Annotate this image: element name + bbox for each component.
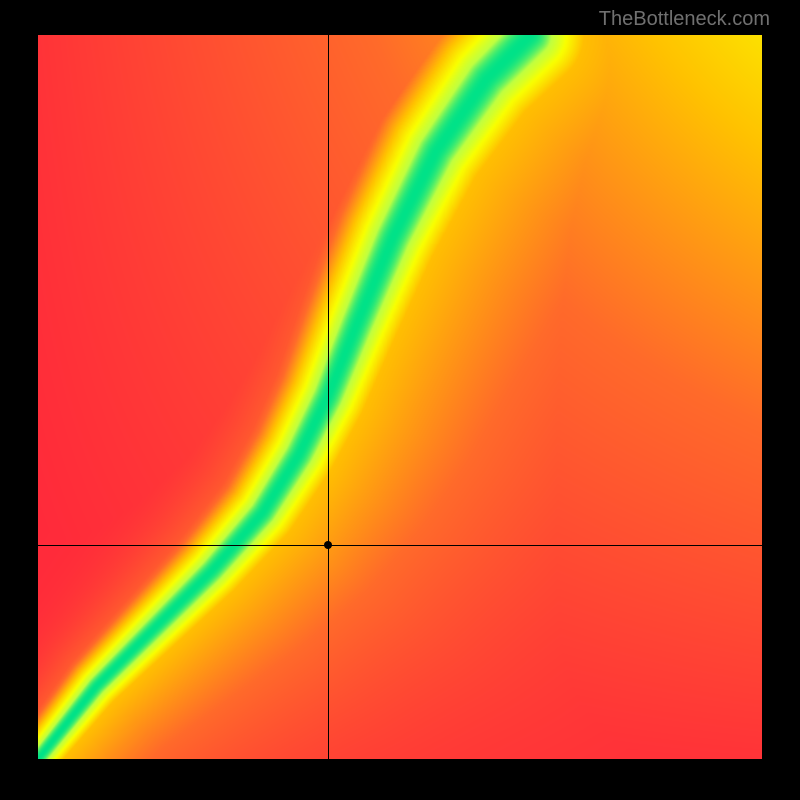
heatmap-canvas	[38, 35, 762, 759]
heatmap-chart	[38, 35, 762, 759]
crosshair-vertical	[328, 35, 329, 759]
crosshair-horizontal	[38, 545, 762, 546]
watermark-text: TheBottleneck.com	[599, 8, 770, 31]
crosshair-point	[324, 541, 332, 549]
